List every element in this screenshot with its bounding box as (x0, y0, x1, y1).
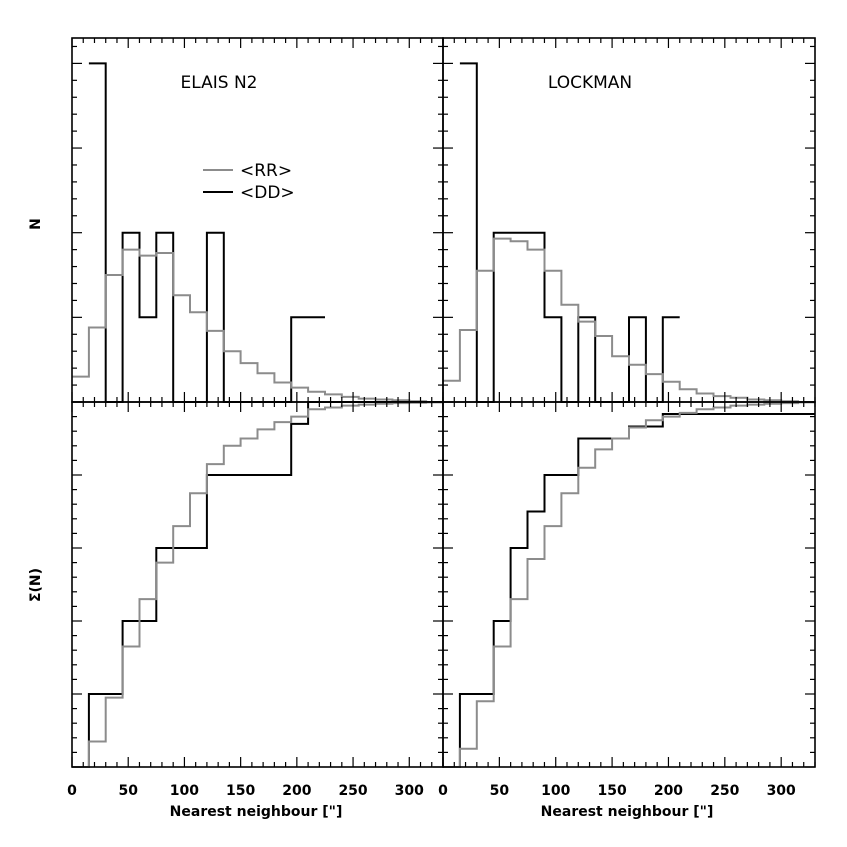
x-tick-label: 150 (226, 783, 255, 799)
x-tick-label: 100 (541, 783, 570, 799)
frame-layer (71, 37, 816, 768)
text-layer: ELAIS N2 LOCKMAN <RR> <DD> N Σ(N) Neares… (28, 73, 713, 820)
x-tick-label: 0 (438, 783, 448, 799)
legend-dd-label: <DD> (240, 183, 295, 203)
panel-frame-left-top (71, 37, 444, 403)
rr-cum-series-lockman (443, 401, 815, 768)
x-tick-label: 250 (338, 783, 367, 799)
panel-title-right: LOCKMAN (548, 73, 632, 93)
dd-hist-series-lockman (459, 62, 680, 403)
panel-frame-right-bottom (442, 401, 816, 768)
plot-layer (72, 62, 815, 768)
tick-layer: 0 50 100 150 200 250 300 0 50 100 150 200 250 300 (67, 38, 816, 799)
panel-title-left: ELAIS N2 (181, 73, 258, 93)
dd-cum-series-elais-n2 (72, 401, 443, 768)
x-tick-label: 300 (395, 783, 424, 799)
x-tick-label: 50 (118, 783, 138, 799)
x-tick-label: 100 (170, 783, 199, 799)
x-tick-label: 250 (710, 783, 739, 799)
y-axis-label-bottom: Σ(N) (28, 568, 44, 602)
x-tick-label: 0 (67, 783, 77, 799)
legend-rr-label: <RR> (240, 161, 292, 181)
x-tick-label: 150 (597, 783, 626, 799)
dd-hist-series-elais-n2 (88, 62, 325, 403)
x-axis-label-right: Nearest neighbour ["] (541, 804, 714, 820)
x-tick-label: 300 (767, 783, 796, 799)
x-tick-label: 200 (282, 783, 311, 799)
x-tick-label: 200 (654, 783, 683, 799)
dd-cum-series-lockman (443, 413, 815, 768)
rr-cum-series-elais-n2 (72, 401, 443, 768)
x-axis-label-left: Nearest neighbour ["] (170, 804, 343, 820)
panel-frame-left-bottom (71, 401, 444, 768)
x-tick-label: 50 (490, 783, 510, 799)
rr-hist-series-elais-n2 (72, 248, 443, 403)
y-axis-label-top: N (28, 218, 44, 230)
